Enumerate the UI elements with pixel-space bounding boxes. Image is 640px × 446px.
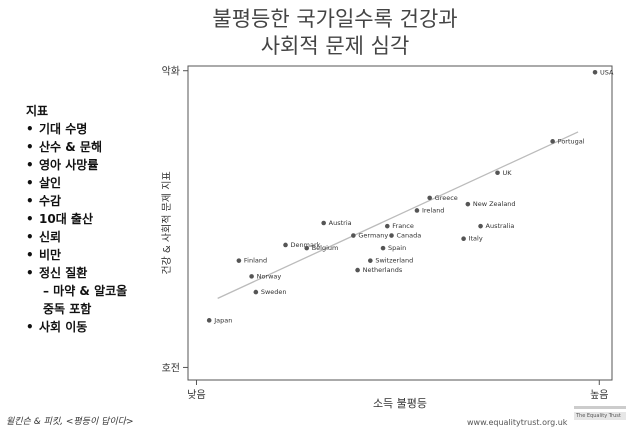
logo-text: The Equality Trust [574, 412, 626, 420]
footer-url[interactable]: www.equalitytrust.org.uk [467, 418, 568, 427]
data-point [465, 201, 471, 207]
data-point [206, 318, 212, 323]
y-tick-label: 호전 [162, 362, 180, 374]
indicator-item: 산수 & 문해 [26, 138, 127, 156]
data-point [253, 289, 259, 295]
data-point-label: Austria [329, 219, 352, 227]
data-point-label: Greece [435, 194, 458, 202]
data-point-label: Ireland [422, 206, 444, 214]
data-point-label: Australia [486, 222, 515, 230]
data-point [249, 274, 254, 279]
data-point-label: Germany [358, 232, 388, 240]
trend-line [217, 131, 579, 299]
citation: 윌킨슨 & 피킷, <평등이 답이다> [6, 417, 134, 427]
x-tick-label: 높음 [590, 389, 608, 401]
data-point [321, 220, 326, 226]
logo-bar [574, 406, 626, 409]
indicator-item: 수감 [26, 192, 127, 210]
data-point [461, 236, 466, 241]
data-point [384, 223, 390, 229]
page-title: 불평등한 국가일수록 건강과 사회적 문제 심각 [150, 6, 520, 60]
indicator-item: 살인 [26, 174, 127, 192]
data-point [380, 245, 386, 251]
indicator-item: 정신 질환 [26, 264, 127, 282]
data-point-label: Finland [244, 257, 267, 265]
data-point [427, 195, 432, 201]
x-tick-label: 낮음 [187, 389, 205, 401]
title-line-2: 사회적 문제 심각 [260, 34, 410, 58]
data-point [368, 258, 373, 263]
y-tick-label: 악화 [162, 66, 180, 78]
y-axis-label: 건강 & 사회적 문제 지표 [161, 171, 173, 274]
indicator-item: 영아 사망률 [26, 156, 127, 174]
data-point-label: Denmark [291, 241, 321, 249]
data-point-label: Canada [397, 232, 422, 240]
data-point-label: Netherlands [363, 266, 403, 274]
data-point [283, 242, 288, 248]
equality-trust-logo: The Equality Trust [574, 406, 626, 426]
data-point [304, 245, 310, 251]
indicator-items: 기대 수명산수 & 문해영아 사망률살인수감10대 출산신뢰비만정신 질환 – 마… [26, 120, 127, 336]
x-axis-label: 소득 불평등 [373, 397, 427, 410]
data-point [389, 233, 394, 238]
indicator-list: 지표 기대 수명산수 & 문해영아 사망률살인수감10대 출산신뢰비만정신 질환… [26, 102, 127, 336]
indicator-item: 중독 포함 [43, 302, 92, 316]
title-line-1: 불평등한 국가일수록 건강과 [212, 7, 458, 31]
indicator-item: 기대 수명 [26, 120, 127, 138]
data-point-label: Norway [257, 272, 282, 280]
indicator-item: – 마약 & 알코올 [43, 284, 128, 298]
indicator-list-title: 지표 [26, 104, 49, 118]
data-point-label: Switzerland [375, 257, 413, 265]
data-point-label: Japan [213, 316, 232, 324]
data-point [414, 208, 420, 213]
data-point [592, 69, 598, 75]
data-point-label: Spain [388, 244, 406, 252]
data-point-label: USA [600, 68, 614, 76]
indicator-item: 비만 [26, 246, 127, 264]
data-point [351, 233, 356, 238]
data-point-label: France [392, 222, 414, 230]
indicator-item: 사회 이동 [26, 318, 127, 336]
data-point-label: Italy [469, 235, 483, 243]
indicator-item: 10대 출산 [26, 210, 127, 228]
plot-frame [187, 65, 613, 381]
data-point [495, 170, 500, 176]
data-point-label: UK [503, 169, 513, 177]
data-point-label: Sweden [261, 288, 287, 296]
data-point [550, 139, 555, 144]
indicator-item: 신뢰 [26, 228, 127, 246]
data-point-label: New Zealand [473, 200, 516, 208]
data-point-label: Portugal [558, 137, 585, 145]
data-point-label: Belgium [312, 244, 339, 252]
data-point [355, 267, 360, 273]
data-point [478, 223, 483, 229]
data-point [236, 258, 242, 263]
